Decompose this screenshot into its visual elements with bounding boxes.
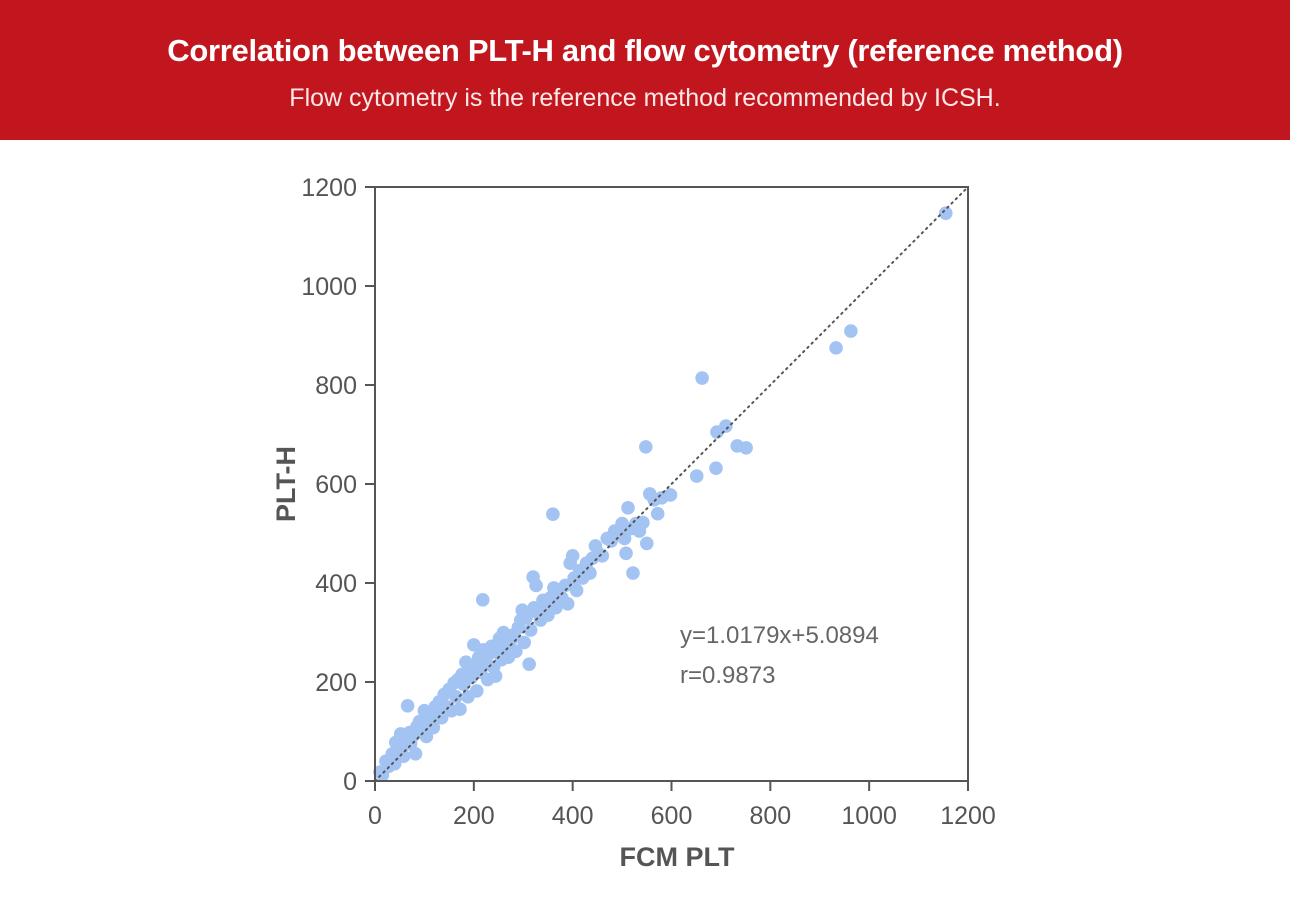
- data-point: [663, 488, 678, 502]
- data-point: [453, 702, 467, 717]
- data-point: [938, 206, 953, 221]
- data-point: [636, 515, 650, 530]
- data-point: [595, 548, 610, 563]
- data-point: [569, 583, 584, 598]
- y-tick-label: 1000: [301, 273, 357, 301]
- data-point: [619, 546, 633, 561]
- data-point: [387, 756, 402, 771]
- page-title: Correlation between PLT-H and flow cytom…: [167, 33, 1123, 68]
- x-tick-label: 200: [453, 802, 495, 830]
- data-point: [522, 657, 536, 671]
- regression-equation: y=1.0179x+5.0894: [680, 622, 879, 649]
- data-point: [621, 500, 635, 515]
- data-point: [426, 720, 441, 735]
- data-point: [434, 710, 449, 725]
- y-tick-label: 600: [315, 471, 357, 499]
- y-tick-label: 400: [315, 570, 357, 598]
- data-point: [488, 669, 503, 683]
- data-point: [560, 596, 575, 611]
- reference-line: [374, 186, 969, 782]
- x-tick-label: 800: [749, 802, 791, 830]
- data-points: [373, 206, 953, 782]
- data-point: [517, 635, 532, 650]
- x-axis-ticks: 0 200 400 600 800 1000 1200: [368, 781, 996, 830]
- data-point: [400, 698, 415, 713]
- y-tick-label: 0: [343, 768, 357, 796]
- data-point: [523, 623, 538, 637]
- data-point: [844, 324, 858, 338]
- y-tick-label: 200: [315, 669, 357, 697]
- data-point: [709, 461, 723, 475]
- x-tick-label: 1000: [841, 802, 897, 830]
- data-point: [739, 441, 753, 455]
- data-point: [449, 690, 463, 704]
- x-axis-label: FCM PLT: [620, 842, 735, 872]
- y-axis-label: PLT-H: [271, 446, 301, 522]
- data-point: [626, 566, 640, 580]
- data-point: [509, 644, 523, 659]
- correlation-coefficient: r=0.9873: [680, 662, 775, 689]
- data-point: [519, 610, 534, 625]
- y-axis-ticks: 0 200 400 600 800 1000 1200: [301, 174, 375, 796]
- data-point: [546, 507, 560, 521]
- data-point: [565, 548, 580, 563]
- data-point: [689, 469, 704, 483]
- data-point: [396, 749, 411, 764]
- x-tick-label: 0: [368, 802, 382, 830]
- y-tick-label: 1200: [301, 174, 357, 202]
- data-point: [475, 593, 490, 607]
- data-point: [558, 578, 573, 593]
- header-banner: Correlation between PLT-H and flow cytom…: [0, 0, 1290, 140]
- data-point: [639, 536, 654, 551]
- data-point: [408, 746, 423, 761]
- x-tick-label: 400: [552, 802, 594, 830]
- data-point: [650, 506, 665, 521]
- x-tick-label: 600: [651, 802, 693, 830]
- data-point: [829, 341, 843, 355]
- x-tick-label: 1200: [940, 802, 996, 830]
- data-point: [719, 419, 733, 433]
- data-point: [695, 371, 709, 385]
- data-point: [639, 440, 653, 454]
- data-point: [469, 684, 484, 698]
- page-subtitle: Flow cytometry is the reference method r…: [289, 84, 1001, 112]
- data-point: [549, 600, 563, 615]
- data-point: [583, 566, 597, 580]
- data-point: [529, 578, 543, 593]
- y-tick-label: 800: [315, 372, 357, 400]
